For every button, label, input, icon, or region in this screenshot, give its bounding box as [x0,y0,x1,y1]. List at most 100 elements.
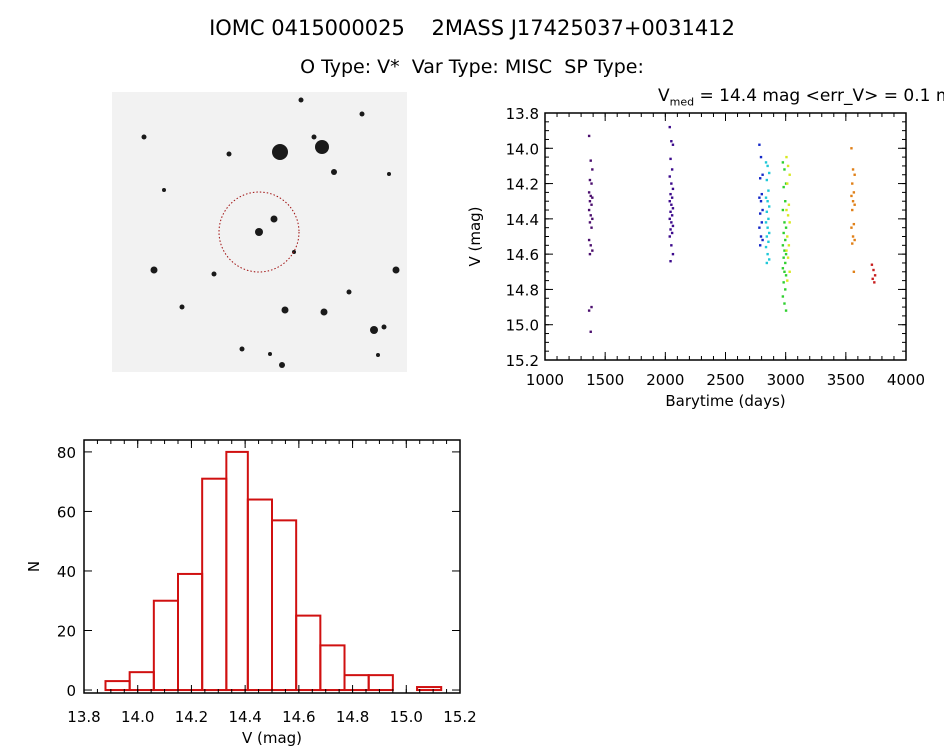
data-point [781,161,785,164]
data-point [758,244,762,247]
y-tick-label: 15.0 [506,317,539,335]
data-point [850,226,853,229]
finder-chart-image [112,92,407,372]
y-tick-label: 40 [57,563,76,581]
data-point [781,208,785,212]
x-tick-label: 14.8 [336,708,369,726]
data-point [787,203,791,206]
data-point [590,182,593,185]
x-axis-label: Barytime (days) [665,392,785,410]
data-point [852,270,856,273]
data-point [784,261,787,265]
data-point [765,178,769,182]
x-tick-label: 14.4 [228,708,261,726]
data-point [786,279,789,282]
data-point [873,281,876,284]
star [376,353,380,357]
data-point [761,173,764,176]
data-point [758,196,761,199]
data-point [872,268,875,272]
data-point [765,210,769,213]
star [211,271,217,277]
data-point [852,191,856,194]
target-circle [218,191,300,273]
data-point [764,245,768,249]
data-point [784,309,788,312]
data-point [764,161,768,164]
data-point [786,164,790,168]
data-point [670,168,674,171]
data-point [784,288,787,291]
data-point [784,200,787,203]
data-point [671,207,675,210]
data-point [766,226,769,229]
data-point [785,155,788,159]
data-point [668,235,671,238]
data-point [782,185,785,189]
data-point [788,173,791,176]
star [346,289,352,295]
data-point [587,134,591,138]
data-point [851,235,855,238]
star [281,306,289,314]
data-point [591,196,594,199]
data-point [784,238,787,242]
data-point [767,217,770,221]
x-tick-label: 3500 [827,371,865,389]
star [387,172,391,176]
data-point [669,192,672,196]
data-point [587,238,591,242]
data-point [760,221,763,224]
lightcurve-stats: Vmed = 14.4 mag <err_V> = 0.1 mag [658,86,944,108]
histogram-bar [225,450,249,692]
data-point [758,212,762,215]
x-tick-label: 14.0 [121,708,154,726]
data-point [786,182,789,185]
data-point [784,182,788,185]
data-point [587,208,591,212]
data-point [766,252,769,256]
histogram-bar [319,644,346,692]
data-point [786,214,790,217]
x-tick-label: 14.6 [282,708,315,726]
data-point [761,238,764,242]
data-point [670,203,673,206]
data-point [758,143,761,146]
histogram-bar [246,498,273,692]
y-axis-label: V (mag) [466,206,484,266]
y-axis-label: N [25,561,43,572]
star [315,140,329,154]
data-point [870,263,874,266]
data-point [587,309,591,312]
star [255,228,263,236]
data-point [871,277,874,281]
data-point [783,249,786,252]
x-tick-label: 2500 [706,371,744,389]
star [381,324,387,330]
data-point [589,214,592,217]
data-point [786,256,790,259]
data-point [590,203,593,206]
data-point [670,196,674,199]
y-tick-label: 80 [57,444,76,462]
data-point [587,191,591,194]
data-point [589,330,592,333]
data-point [851,242,854,245]
data-point [873,274,877,277]
star [162,188,166,192]
data-point [784,252,788,256]
star [298,97,304,103]
stats-text: = 14.4 mag <err_V> = 0.1 mag [699,86,944,106]
data-point [588,221,592,224]
data-point [850,194,853,198]
data-point [783,302,786,305]
data-point [788,221,791,224]
data-point [781,267,785,270]
data-point [852,222,856,226]
data-point [766,200,769,203]
data-point [764,221,768,224]
data-point [590,305,593,309]
data-point [853,238,856,242]
y-tick-label: 0 [66,682,76,700]
data-point [668,175,671,178]
